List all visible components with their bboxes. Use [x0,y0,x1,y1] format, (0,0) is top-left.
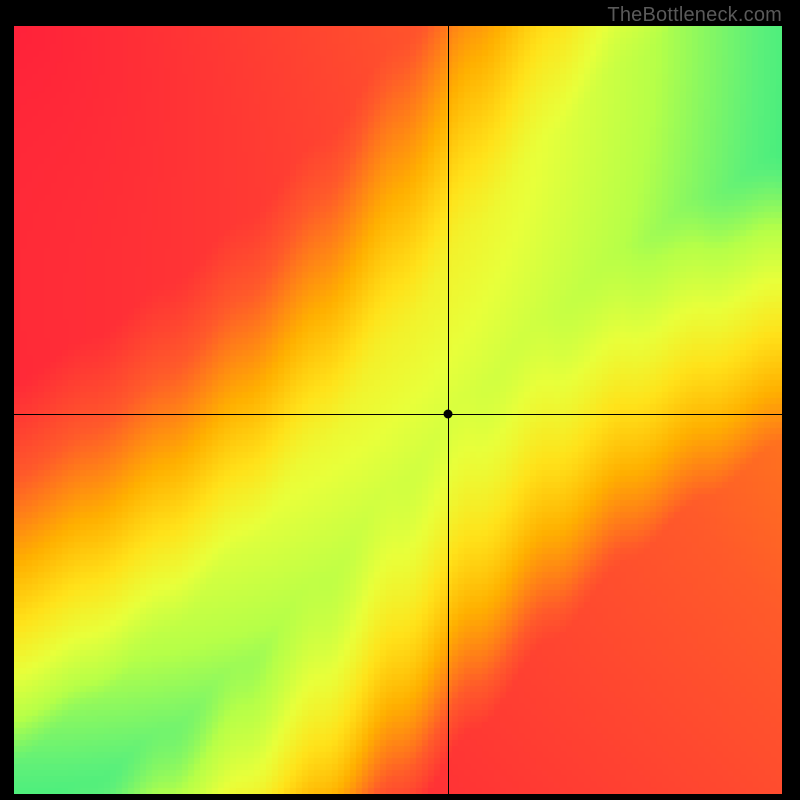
marker-dot [444,410,453,419]
chart-container: TheBottleneck.com [0,0,800,800]
heatmap-canvas [14,26,782,794]
crosshair-horizontal [14,414,782,415]
heatmap-plot [14,26,782,794]
watermark-label: TheBottleneck.com [607,4,782,27]
